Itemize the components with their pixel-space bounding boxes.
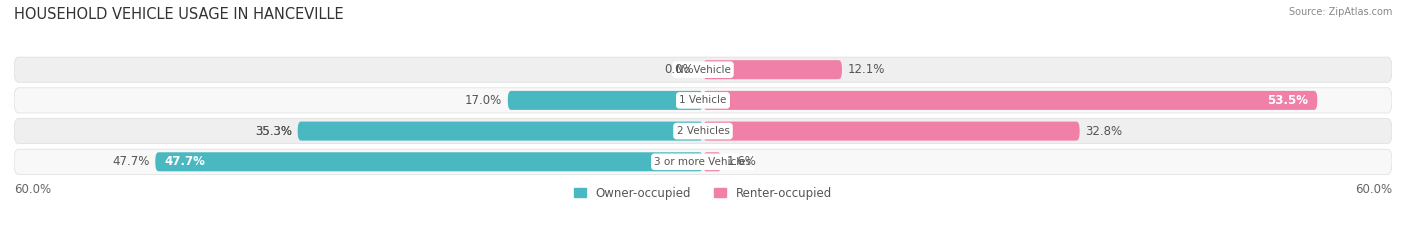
FancyBboxPatch shape	[14, 88, 1392, 113]
FancyBboxPatch shape	[298, 122, 703, 140]
FancyBboxPatch shape	[14, 57, 1392, 82]
Text: 47.7%: 47.7%	[165, 155, 205, 168]
Text: 12.1%: 12.1%	[848, 63, 884, 76]
Text: 35.3%: 35.3%	[254, 125, 292, 137]
Text: No Vehicle: No Vehicle	[675, 65, 731, 75]
Text: 2 Vehicles: 2 Vehicles	[676, 126, 730, 136]
Text: 17.0%: 17.0%	[465, 94, 502, 107]
Text: 1.6%: 1.6%	[727, 155, 756, 168]
Text: 60.0%: 60.0%	[1355, 183, 1392, 196]
Text: 35.3%: 35.3%	[254, 125, 292, 137]
FancyBboxPatch shape	[14, 149, 1392, 174]
Text: HOUSEHOLD VEHICLE USAGE IN HANCEVILLE: HOUSEHOLD VEHICLE USAGE IN HANCEVILLE	[14, 7, 343, 22]
Legend: Owner-occupied, Renter-occupied: Owner-occupied, Renter-occupied	[569, 182, 837, 205]
Text: Source: ZipAtlas.com: Source: ZipAtlas.com	[1288, 7, 1392, 17]
Text: 1 Vehicle: 1 Vehicle	[679, 95, 727, 105]
Text: 0.0%: 0.0%	[664, 63, 693, 76]
FancyBboxPatch shape	[508, 91, 703, 110]
Text: 53.5%: 53.5%	[1267, 94, 1308, 107]
FancyBboxPatch shape	[14, 119, 1392, 144]
FancyBboxPatch shape	[703, 91, 1317, 110]
Text: 32.8%: 32.8%	[1085, 125, 1122, 137]
Text: 47.7%: 47.7%	[112, 155, 149, 168]
FancyBboxPatch shape	[155, 152, 703, 171]
FancyBboxPatch shape	[703, 152, 721, 171]
FancyBboxPatch shape	[703, 122, 1080, 140]
Text: 3 or more Vehicles: 3 or more Vehicles	[654, 157, 752, 167]
Text: 60.0%: 60.0%	[14, 183, 51, 196]
FancyBboxPatch shape	[703, 60, 842, 79]
